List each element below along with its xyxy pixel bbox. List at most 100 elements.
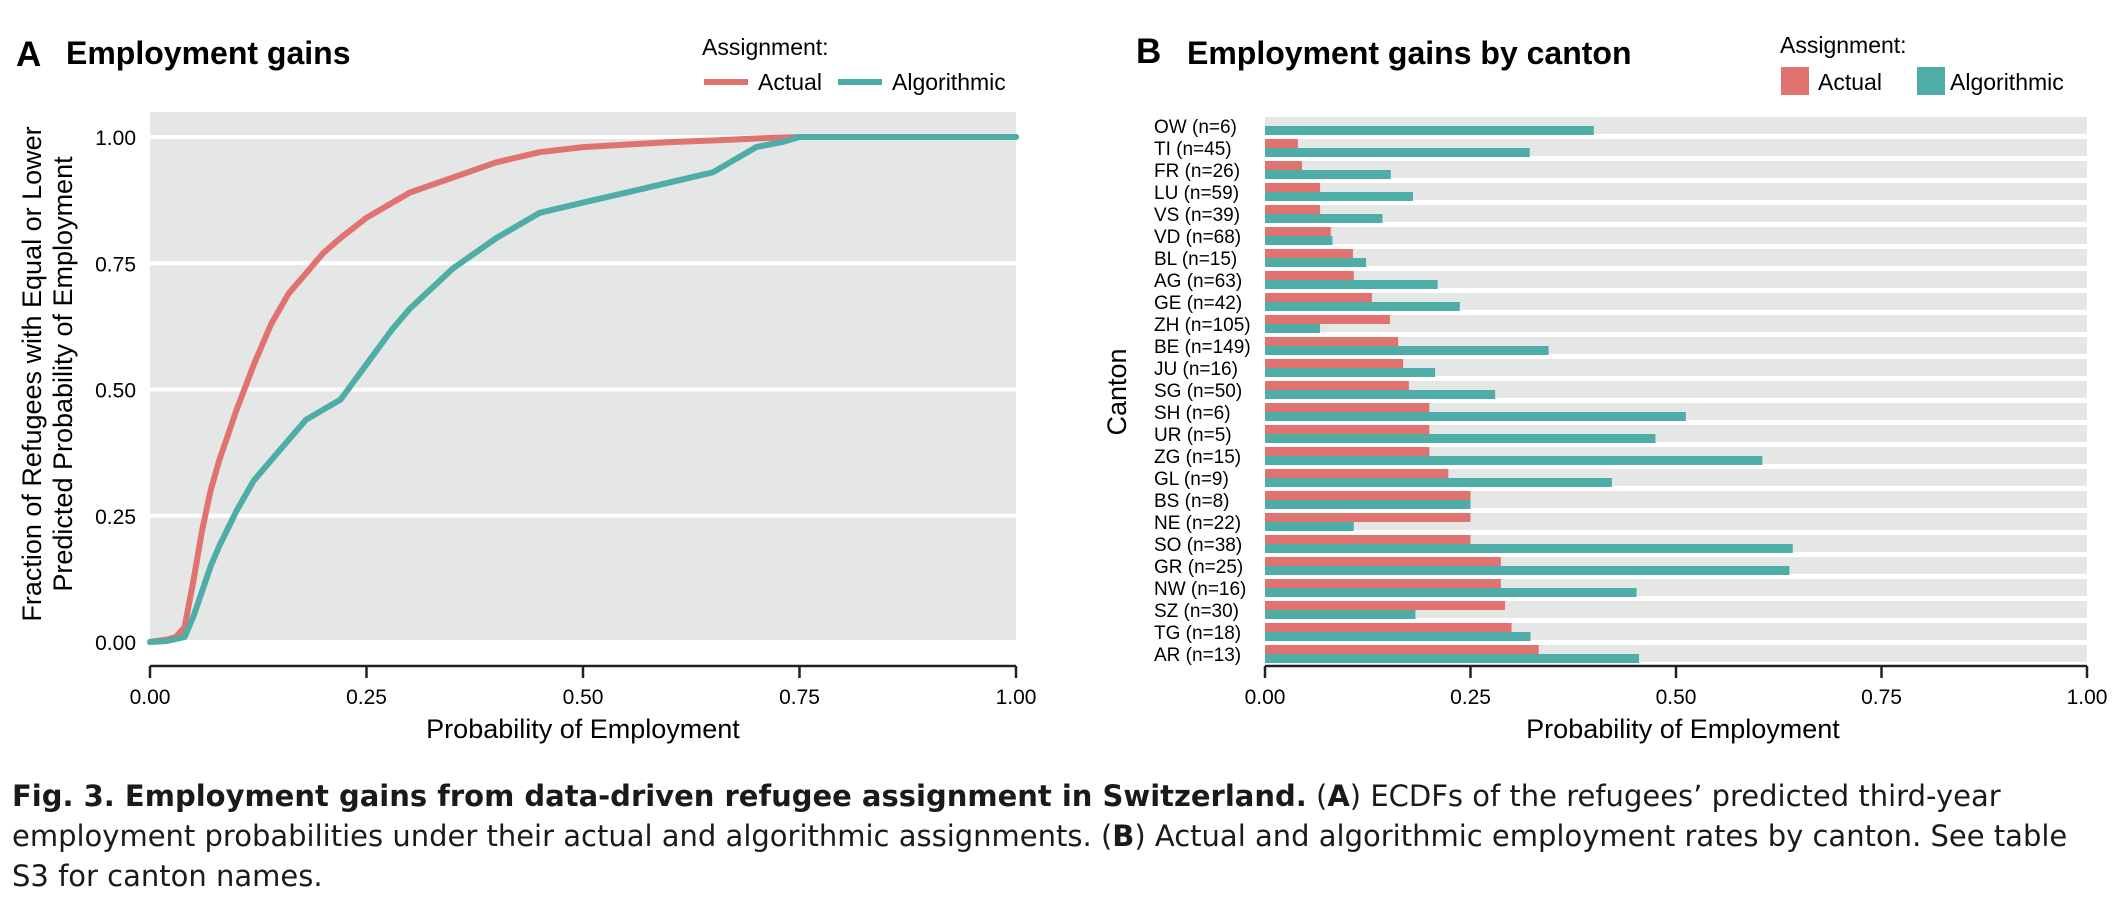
panel-b-bar-algorithmic [1265,170,1391,179]
panel-b-legend-title: Assignment: [1780,32,1907,58]
panel-b-bar-algorithmic [1265,544,1793,553]
panel-b-category-label: GE (n=42) [1154,293,1242,314]
panel-b-row-band [1265,315,2087,332]
panel-b-category-label: VD (n=68) [1154,227,1241,248]
panel-b-row-band [1265,249,2087,266]
panel-b-category-label: SG (n=50) [1154,381,1242,402]
panel-a: A Employment gains Assignment: Actual Al… [16,34,1036,744]
panel-b-bar-algorithmic [1265,280,1438,289]
panel-b-legend-algorithmic-swatch [1917,67,1945,95]
panel-b-category-label: AR (n=13) [1154,645,1241,666]
panel-b-bar-algorithmic [1265,126,1594,135]
panel-b-bar-actual [1265,623,1512,632]
panel-b-title: Employment gains by canton [1187,35,1632,71]
panel-b-x-tick-label: 0.00 [1245,686,1286,709]
panel-b-bar-actual [1265,161,1302,170]
panel-b-bar-algorithmic [1265,478,1612,487]
panel-a-gridlines [150,135,1016,644]
panel-b-category-label: SZ (n=30) [1154,601,1239,622]
panel-b-category-labels: OW (n=6)TI (n=45)FR (n=26)LU (n=59)VS (n… [1154,117,1251,666]
panel-b-category-label: FR (n=26) [1154,161,1240,182]
figure: A Employment gains Assignment: Actual Al… [16,32,2107,744]
panel-a-y-tick-label: 0.25 [95,506,136,529]
panel-b-bar-algorithmic [1265,500,1471,509]
panel-b-bar-algorithmic [1265,346,1549,355]
panel-b-category-label: ZH (n=105) [1154,315,1251,336]
panel-a-x-tick-label: 0.25 [346,686,387,709]
caption-part-b-text: ) Actual and algorithmic employment rate… [12,819,2068,893]
panel-b-bar-actual [1265,645,1539,654]
panel-b-bar-actual [1265,535,1471,544]
panel-b-x-tick-label: 1.00 [2067,686,2108,709]
panel-a-legend-algorithmic-label: Algorithmic [892,69,1006,95]
panel-b-category-label: BL (n=15) [1154,249,1237,270]
panel-b-bar-algorithmic [1265,302,1460,311]
panel-b-row-band [1265,359,2087,376]
panel-a-title: Employment gains [66,35,351,71]
panel-b-bar-algorithmic [1265,588,1637,597]
panel-b-bar-actual [1265,271,1354,280]
panel-b-category-label: GL (n=9) [1154,469,1229,490]
panel-a-y-tick-label: 0.50 [95,380,136,403]
panel-b-category-label: TI (n=45) [1154,139,1232,160]
panel-b-x-tick-label: 0.50 [1656,686,1697,709]
panel-a-y-ticks: 0.00 0.25 0.50 0.75 1.00 [95,127,136,655]
panel-b-category-label: UR (n=5) [1154,425,1232,446]
panel-a-legend-actual-label: Actual [758,69,822,95]
panel-b-bar-algorithmic [1265,522,1354,531]
panel-b-category-label: NE (n=22) [1154,513,1241,534]
panel-b-bar-actual [1265,469,1449,478]
panel-b-bar-algorithmic [1265,434,1656,443]
panel-b-bar-actual [1265,425,1430,434]
panel-b-bar-actual [1265,381,1409,390]
panel-a-x-tick-label: 0.50 [563,686,604,709]
panel-b-row-band [1265,161,2087,178]
panel-a-x-tick-label: 0.00 [130,686,171,709]
panel-a-y-axis-label-line2: Predicted Probability of Employment [48,156,78,592]
panel-a-y-tick-label: 1.00 [95,127,136,150]
panel-a-y-axis-label: Fraction of Refugees with Equal or Lower… [17,126,78,621]
panel-b-bar-algorithmic [1265,368,1436,377]
panel-b: B Employment gains by canton Assignment:… [1102,32,2107,744]
panel-b-y-axis-label: Canton [1102,348,1132,435]
panel-b-row-band [1265,271,2087,288]
panel-b-bars [1265,126,1793,663]
panel-b-x-axis-label: Probability of Employment [1526,714,1840,744]
panel-b-category-label: OW (n=6) [1154,117,1237,138]
panel-b-category-label: JU (n=16) [1154,359,1238,380]
caption-part-a-open: ( [1306,779,1328,813]
panel-b-x-tick-label: 0.25 [1450,686,1491,709]
panel-b-legend-actual-label: Actual [1818,69,1882,95]
panel-b-bar-algorithmic [1265,456,1763,465]
panel-b-category-label: BE (n=149) [1154,337,1251,358]
panel-b-bar-actual [1265,403,1430,412]
panel-b-x-ticks: 0.00 0.25 0.50 0.75 1.00 [1245,666,2108,709]
panel-b-bar-algorithmic [1265,236,1333,245]
panel-a-letter: A [16,35,41,74]
panel-b-bar-actual [1265,183,1321,192]
panel-b-category-label: LU (n=59) [1154,183,1239,204]
panel-b-bar-actual [1265,557,1501,566]
panel-a-series [147,134,1019,645]
panel-a-plot-background [150,112,1016,642]
caption-fig-label: Fig. 3. Employment gains from data-drive… [12,779,1307,813]
figure-caption: Fig. 3. Employment gains from data-drive… [12,776,2102,896]
panel-b-bar-actual [1265,205,1321,214]
caption-part-b-letter: B [1112,819,1135,853]
panel-b-bar-actual [1265,579,1501,588]
panel-a-y-tick-label: 0.75 [95,253,136,276]
panel-b-bar-algorithmic [1265,610,1416,619]
panel-b-category-label: VS (n=39) [1154,205,1240,226]
panel-b-row-band [1265,293,2087,310]
panel-b-bar-actual [1265,249,1353,258]
panel-a-legend-title: Assignment: [702,34,829,60]
panel-b-category-label: ZG (n=15) [1154,447,1241,468]
panel-b-row-band [1265,205,2087,222]
panel-b-row-band [1265,183,2087,200]
panel-b-bar-actual [1265,227,1331,236]
panel-b-bar-actual [1265,315,1390,324]
panel-a-y-tick-label: 0.00 [95,632,136,655]
panel-a-y-axis-label-line1: Fraction of Refugees with Equal or Lower [17,126,47,621]
panel-b-letter: B [1136,32,1161,71]
panel-b-bar-actual [1265,139,1298,148]
